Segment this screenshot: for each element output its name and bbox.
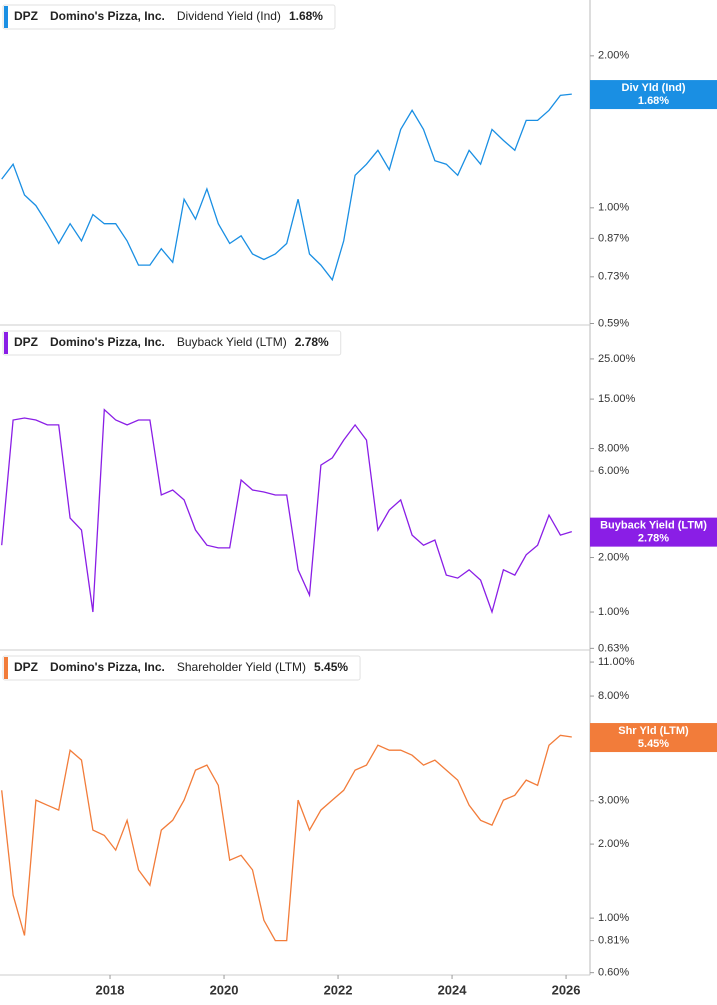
legend-ticker: DPZ [14, 9, 38, 23]
legend-company: Domino's Pizza, Inc. [50, 9, 165, 23]
legend-ticker: DPZ [14, 335, 38, 349]
y-tick-label: 1.00% [598, 202, 629, 214]
legend-box [2, 655, 361, 681]
badge-title: Div Yld (Ind) [622, 82, 686, 94]
badge-title: Shr Yld (LTM) [618, 725, 689, 737]
y-tick-label: 15.00% [598, 393, 636, 405]
y-tick-label: 2.00% [598, 551, 629, 563]
x-tick-label: 2022 [324, 982, 353, 997]
legend: DPZ Domino's Pizza, Inc. Buyback Yield (LT… [2, 330, 342, 356]
y-tick-label: 8.00% [598, 442, 629, 454]
legend-value: 5.45% [314, 660, 348, 674]
y-tick-label: 3.00% [598, 795, 629, 807]
legend-company: Domino's Pizza, Inc. [50, 660, 165, 674]
legend-series: Shareholder Yield (LTM) [177, 660, 306, 674]
y-tick-label: 1.00% [598, 606, 629, 618]
y-tick-label: 2.00% [598, 50, 629, 62]
x-tick-label: 2020 [210, 982, 239, 997]
x-tick-label: 2024 [438, 982, 468, 997]
legend-value: 2.78% [295, 335, 329, 349]
legend-ticker: DPZ [14, 660, 38, 674]
x-tick-label: 2026 [552, 982, 581, 997]
y-tick-label: 0.73% [598, 271, 629, 283]
legend-swatch [4, 657, 8, 679]
series-line [1, 734, 572, 942]
legend: DPZ Domino's Pizza, Inc. Dividend Yield (I… [2, 4, 336, 30]
y-tick-label: 0.87% [598, 232, 629, 244]
series-line [1, 93, 572, 282]
legend-box [2, 330, 342, 356]
y-tick-label: 0.60% [598, 967, 629, 979]
y-tick-label: 8.00% [598, 690, 629, 702]
y-tick-label: 1.00% [598, 912, 629, 924]
legend-box [2, 4, 336, 30]
y-tick-label: 0.59% [598, 317, 629, 329]
value-badge [590, 80, 717, 110]
value-badge [590, 517, 717, 547]
legend-series: Dividend Yield (Ind) [177, 9, 281, 23]
legend-company: Domino's Pizza, Inc. [50, 335, 165, 349]
badge-value: 5.45% [638, 738, 669, 750]
legend-swatch [4, 6, 8, 28]
value-badge [590, 723, 717, 753]
badge-title: Buyback Yield (LTM) [600, 520, 707, 532]
legend-swatch [4, 332, 8, 354]
y-tick-label: 2.00% [598, 838, 629, 850]
y-tick-label: 0.63% [598, 642, 629, 654]
series-line [1, 408, 572, 615]
badge-value: 2.78% [638, 533, 669, 545]
y-tick-label: 11.00% [598, 656, 635, 668]
legend-series: Buyback Yield (LTM) [177, 335, 287, 349]
badge-value: 1.68% [638, 95, 669, 107]
legend-value: 1.68% [289, 9, 323, 23]
y-tick-label: 6.00% [598, 465, 629, 477]
y-tick-label: 25.00% [598, 353, 636, 365]
y-tick-label: 0.81% [598, 935, 629, 947]
x-tick-label: 2018 [96, 982, 125, 997]
legend: DPZ Domino's Pizza, Inc. Shareholder Yield… [2, 655, 361, 681]
